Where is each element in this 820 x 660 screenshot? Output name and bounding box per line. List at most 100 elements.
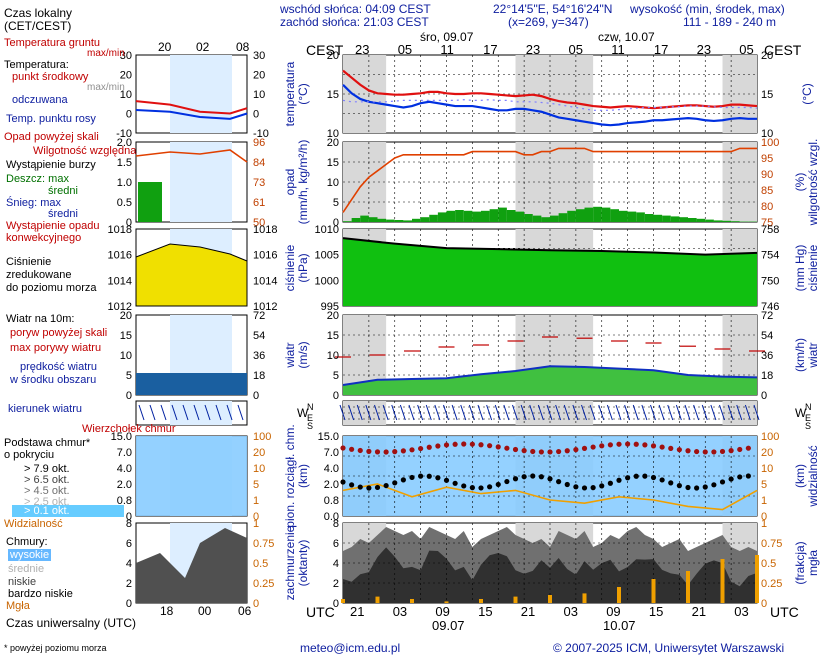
legend-rain-max: Deszcz: max: [6, 173, 69, 185]
wind-arrow: [382, 404, 389, 421]
cest-right: CEST: [764, 42, 802, 58]
cloud-top-dot: [349, 446, 355, 452]
tick-label: 1012: [108, 301, 132, 313]
top-hour-label: 23: [355, 42, 370, 57]
top-hour-label: 11: [440, 42, 454, 57]
tick-label: 100: [761, 431, 779, 443]
tick-label: 0: [333, 390, 339, 402]
cloud-base-dot: [435, 475, 441, 481]
legend-temp-maxmin: max/min: [87, 82, 125, 93]
cloud-top-dot: [581, 445, 588, 451]
temp-right-unit: (°C): [800, 83, 814, 105]
legend-humidity: Wilgotność względna: [33, 145, 137, 157]
compass-s-left: S: [307, 421, 313, 431]
cloud-base-dot: [374, 484, 381, 491]
cloud-top-dot: [659, 444, 665, 450]
wind-arrow: [460, 404, 467, 421]
compass-w-left: W: [297, 406, 309, 420]
mini-wind-arrow: [138, 404, 145, 421]
cloud-base-dot: [633, 473, 639, 479]
bottom-hour-label: 15: [478, 604, 493, 619]
legend-wind-mid-1: prędkość wiatru: [20, 361, 98, 373]
legend-okt-3: > 4.5 okt.: [24, 485, 70, 497]
cloud-base-dot: [642, 473, 648, 479]
cloud-top-dot: [599, 443, 605, 449]
legend-cloud-base-1: Podstawa chmur*: [4, 437, 91, 449]
tick-label: 10: [253, 463, 265, 475]
tick-label: 5: [761, 479, 767, 491]
legend-okt-1: > 7.9 okt.: [24, 463, 70, 475]
altitude-title: wysokość (min, środek, max): [630, 2, 785, 16]
legend-storm: Wystąpienie burzy: [6, 159, 96, 171]
tick-label: 0.75: [761, 538, 782, 550]
pressure-left-unit: (hPa): [296, 252, 310, 283]
precip-bar: [696, 218, 706, 222]
cloud-top-dot: [702, 449, 708, 455]
tick-label: 0.75: [253, 538, 274, 550]
legend-local-time-2: (CET/CEST): [4, 19, 72, 33]
sunrise-text: wschód słońca: 04:09 CEST: [280, 2, 431, 16]
precip-bar: [351, 218, 361, 222]
mini-felt-line: [135, 108, 248, 120]
tick-label: 1005: [315, 250, 339, 262]
cloud-top-dot: [435, 443, 441, 449]
tick-label: 36: [761, 350, 773, 362]
utc-right: UTC: [770, 604, 799, 620]
legend-snow-mid: średni: [48, 208, 78, 220]
tick-label: 61: [253, 197, 265, 209]
wind-arrow: [572, 404, 579, 421]
fog-bar: [651, 579, 656, 603]
tick-label: 2: [333, 578, 339, 590]
wind-arrow: [408, 404, 415, 421]
wind-arrow: [399, 404, 406, 421]
legend-utc: Czas uniwersalny (UTC): [6, 616, 137, 630]
day1-label: śro, 09.07: [420, 30, 474, 44]
mini-night-band: [170, 55, 232, 133]
cloud-top-dot: [564, 448, 570, 454]
cloud-base-dot: [659, 477, 665, 483]
precip-bar: [429, 214, 438, 222]
legend-clouds-vlow: bardzo niskie: [8, 588, 73, 600]
tick-label: 0.8: [117, 495, 132, 507]
tick-label: 20: [253, 447, 265, 459]
precip-bar: [506, 210, 516, 222]
footnote: * powyżej poziomu morza: [4, 643, 107, 653]
wind-arrow: [477, 404, 484, 421]
wind-arrow: [365, 404, 372, 421]
tick-label: 72: [761, 310, 773, 322]
precip-right-unit: (%): [793, 172, 807, 192]
tick-label: 10: [327, 350, 339, 362]
cloud-top-dot: [340, 445, 346, 451]
mini-top-hour-3: 08: [236, 40, 250, 54]
wind-line: [342, 365, 758, 386]
mini-precip-bar: [138, 182, 162, 222]
tick-label: 100: [253, 431, 271, 443]
cloud-base-dot: [737, 474, 743, 480]
compass-e-left: E: [307, 413, 313, 423]
tick-label: 2.0: [117, 479, 132, 491]
footer-email[interactable]: meteo@icm.edu.pl: [300, 641, 401, 655]
coords-text: 22°14'5"E, 54°16'24"N: [493, 2, 613, 16]
legend-soil-maxmin: max/min: [87, 48, 125, 59]
cloud-base-dot: [607, 480, 613, 486]
wind-arrow: [494, 404, 501, 421]
legend-okt-5: > 0.1 okt.: [12, 505, 124, 517]
precip-bar: [412, 218, 421, 222]
tick-label: 20: [761, 447, 773, 459]
tick-label: 4: [126, 558, 132, 570]
cloud-base-dot: [538, 474, 544, 480]
tick-label: 2: [126, 578, 132, 590]
cloud-base-dot: [400, 477, 406, 483]
compass-s: S: [805, 421, 811, 431]
cloudbase-left-unit: (km): [296, 464, 310, 488]
tick-label: 5: [333, 370, 339, 382]
cloud-base-dot: [512, 476, 519, 482]
pressure-left-label: ciśnienie: [283, 244, 297, 291]
wind-arrow: [555, 404, 562, 421]
wind-right-unit: (km/h): [793, 338, 807, 372]
precip-bar: [524, 214, 533, 222]
tick-label: 0: [126, 390, 132, 402]
precip-bar: [593, 206, 602, 222]
cloud-top-dot: [556, 448, 562, 455]
wind-arrow: [348, 404, 355, 421]
